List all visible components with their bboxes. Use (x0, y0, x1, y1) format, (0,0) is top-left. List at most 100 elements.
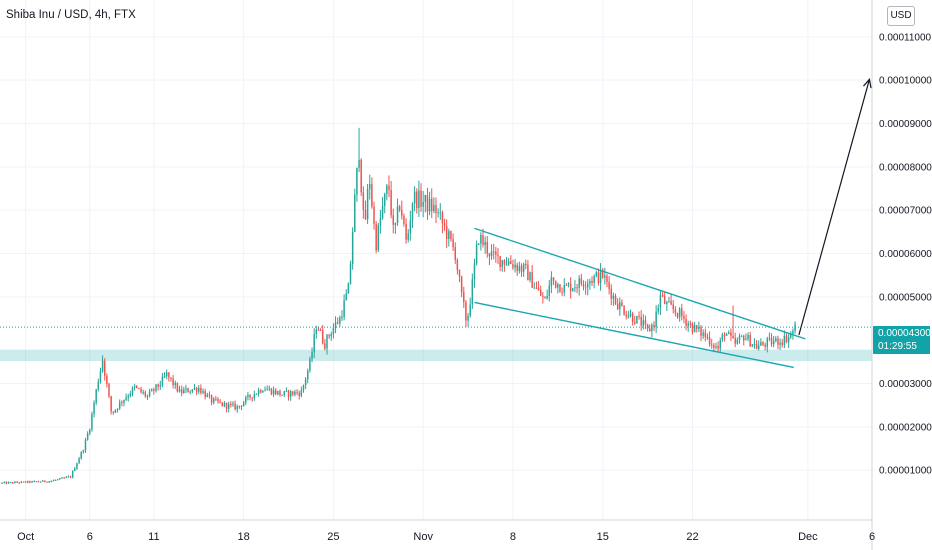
candle-body (118, 402, 121, 409)
candle-body (437, 212, 439, 214)
candle-body (191, 389, 194, 392)
candle-body (559, 284, 561, 293)
candle-body (247, 394, 249, 398)
candle-body (527, 264, 529, 281)
candle-body (86, 433, 89, 440)
candle-body (257, 390, 260, 394)
candle-body (593, 275, 595, 283)
candle-body (362, 192, 365, 210)
candle-body (215, 398, 217, 400)
candle-body (324, 343, 326, 349)
candle-body (435, 204, 437, 213)
candle-body (601, 269, 604, 278)
y-tick-label: 0.00008000 (879, 162, 932, 173)
candle-body (9, 482, 12, 484)
candle-body (84, 439, 87, 451)
candle-body (681, 308, 683, 317)
candle-body (163, 376, 166, 378)
candle-body (289, 391, 292, 397)
candle-body (198, 387, 200, 392)
candle-body (208, 394, 211, 396)
candle-body (522, 264, 525, 272)
candle-body (321, 329, 324, 344)
candle-body (698, 326, 700, 329)
candle-body (670, 301, 672, 305)
candle-body (441, 212, 444, 224)
candle-body (377, 225, 380, 251)
candle-body (292, 391, 294, 395)
candle-body (101, 360, 104, 372)
candle-body (114, 409, 117, 413)
candle-body (356, 167, 358, 195)
candle-body (416, 191, 418, 209)
candle-body (268, 388, 271, 390)
candle-body (608, 281, 610, 289)
candle-body (610, 288, 613, 299)
candle-body (708, 337, 711, 345)
candle-body (755, 343, 758, 349)
bar-countdown: 01:29:55 (878, 341, 917, 352)
candle-body (227, 403, 230, 409)
candle-body (772, 341, 775, 345)
projection-arrow (798, 79, 871, 336)
candle-body (178, 389, 181, 392)
current-price-tag: 0.00004300 01:29:55 (873, 326, 931, 354)
candle-body (492, 251, 495, 253)
candle-body (450, 231, 452, 240)
currency-button[interactable]: USD (887, 6, 915, 26)
candle-body (471, 279, 474, 305)
candle-body (537, 287, 540, 290)
candle-body (572, 288, 574, 292)
candle-body (110, 396, 112, 412)
candle-body (50, 481, 53, 483)
x-tick-label: Dec (798, 531, 818, 543)
x-tick-label: 18 (238, 531, 250, 543)
candle-body (648, 328, 651, 332)
candle-body (347, 283, 350, 294)
candle-body (392, 215, 395, 226)
candle-body (685, 318, 687, 326)
candle-body (445, 225, 448, 239)
candle-body (456, 259, 459, 270)
candle-body (394, 222, 397, 226)
candle-body (469, 304, 471, 316)
candle-body (249, 394, 251, 398)
candle-body (651, 324, 653, 332)
y-tick-label: 0.00007000 (879, 206, 932, 217)
candle-body (683, 316, 685, 319)
candle-body (176, 382, 179, 392)
candle-body (131, 387, 134, 394)
candle-body (595, 272, 598, 276)
candle-body (80, 452, 82, 459)
candle-body (418, 190, 420, 209)
candle-body (657, 307, 660, 312)
candle-body (454, 247, 456, 260)
candle-body (659, 295, 662, 308)
candle-body (488, 253, 491, 257)
candle-body (548, 285, 551, 297)
candle-body (554, 280, 557, 288)
chart-title: Shiba Inu / USD, 4h, FTX (6, 9, 136, 21)
candle-body (219, 401, 221, 403)
candle-body (779, 342, 781, 345)
candle-body (730, 332, 732, 337)
candle-body (35, 481, 38, 483)
candle-body (266, 389, 268, 391)
candle-body (262, 390, 264, 393)
candle-body (234, 403, 236, 410)
candle-body (785, 335, 788, 343)
candle-body (144, 392, 147, 397)
candle-body (349, 264, 352, 284)
candle-body (345, 293, 347, 301)
channel-upper-line (474, 227, 806, 340)
candle-body (546, 296, 548, 299)
candle-body (689, 323, 692, 325)
candle-body (259, 390, 262, 393)
candle-body (781, 342, 783, 345)
candle-body (552, 277, 555, 281)
y-tick-label: 0.00009000 (879, 119, 932, 130)
candle-body (112, 411, 115, 413)
candle-body (644, 320, 647, 325)
